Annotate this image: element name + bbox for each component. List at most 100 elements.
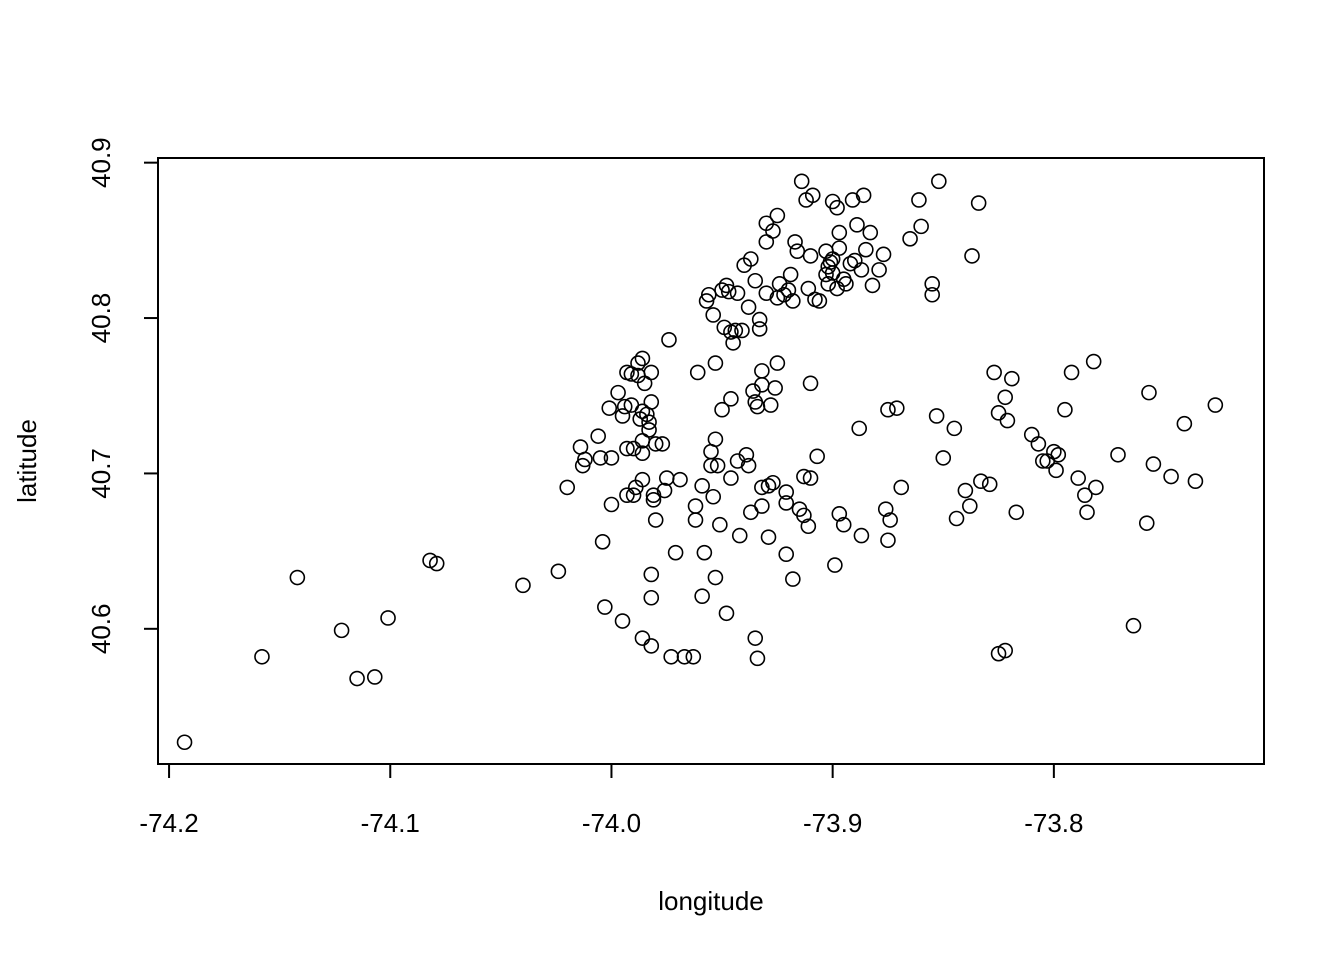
data-point <box>822 254 839 270</box>
data-point <box>428 555 445 572</box>
data-point <box>687 512 704 528</box>
data-point <box>654 436 671 452</box>
data-point <box>689 364 706 381</box>
data-point <box>705 307 722 323</box>
data-point <box>592 450 609 466</box>
data-point <box>685 648 702 665</box>
y-tick-label: 40.9 <box>86 137 116 188</box>
data-point <box>935 450 952 466</box>
data-point <box>1046 443 1062 460</box>
data-point <box>1125 617 1142 634</box>
data-point <box>997 642 1013 659</box>
data-point <box>802 375 819 392</box>
data-point <box>820 276 837 292</box>
x-tick-label: -74.1 <box>361 808 420 838</box>
data-point <box>1063 364 1080 381</box>
data-point <box>769 207 786 224</box>
x-tick-label: -73.8 <box>1024 808 1083 838</box>
data-point <box>634 630 651 646</box>
data-point <box>349 670 365 687</box>
data-point <box>672 471 688 488</box>
data-point <box>603 496 620 513</box>
data-point <box>1035 453 1051 469</box>
data-point <box>853 262 870 278</box>
data-point <box>743 251 759 267</box>
data-point <box>754 363 770 379</box>
data-point <box>924 276 941 292</box>
x-tick-label: -74.2 <box>139 808 198 838</box>
data-point <box>709 457 726 474</box>
data-point <box>619 440 635 457</box>
data-point <box>970 195 987 211</box>
data-point <box>964 248 980 264</box>
data-point <box>634 471 651 488</box>
data-point <box>769 355 786 371</box>
data-point <box>333 622 350 639</box>
data-point <box>643 364 660 381</box>
data-point <box>789 243 806 260</box>
data-point <box>289 569 306 586</box>
y-tick-label: 40.6 <box>86 604 116 655</box>
data-point <box>1145 456 1162 472</box>
data-point <box>778 484 795 500</box>
data-point <box>747 272 764 289</box>
data-point <box>749 650 766 667</box>
data-point <box>641 414 657 430</box>
data-point <box>913 218 929 235</box>
data-point <box>634 445 651 462</box>
data-point <box>778 495 795 511</box>
data-point <box>1050 446 1067 463</box>
data-point <box>811 293 828 309</box>
data-point <box>831 240 848 256</box>
data-point <box>725 335 741 351</box>
data-point <box>853 527 870 544</box>
data-point <box>999 412 1016 429</box>
data-point <box>694 478 710 494</box>
data-point <box>838 276 854 292</box>
data-point <box>751 311 768 328</box>
data-point <box>380 610 396 626</box>
data-point <box>727 322 744 339</box>
x-axis: -74.2 -74.1 -74.0 -73.9 -73.8 <box>139 763 1083 838</box>
data-point <box>762 397 779 413</box>
data-point <box>647 436 664 452</box>
data-point <box>796 468 812 485</box>
data-point <box>851 420 868 437</box>
data-point <box>1088 479 1104 496</box>
data-point <box>712 516 728 533</box>
data-point <box>962 498 978 514</box>
data-point <box>973 473 989 490</box>
data-point <box>718 277 735 294</box>
data-point <box>1138 515 1155 531</box>
data-point <box>780 282 797 298</box>
data-point <box>714 282 730 298</box>
data-point <box>829 280 845 297</box>
data-point <box>254 648 270 665</box>
data-point <box>366 669 383 685</box>
data-point <box>831 506 848 522</box>
data-point <box>880 532 896 549</box>
data-point <box>698 293 715 309</box>
data-point <box>1085 353 1102 370</box>
data-point <box>707 569 724 586</box>
data-point <box>603 450 620 466</box>
y-tick-label: 40.7 <box>86 448 116 499</box>
data-point <box>1048 462 1064 479</box>
data-point <box>687 498 704 514</box>
data-point <box>597 599 613 615</box>
data-point <box>747 630 764 646</box>
x-axis-title: longitude <box>658 886 764 916</box>
data-point <box>751 321 768 337</box>
data-point <box>723 470 739 486</box>
data-point <box>630 355 646 371</box>
data-point <box>787 234 803 250</box>
data-point <box>667 544 684 561</box>
data-point <box>700 286 717 303</box>
data-point <box>875 246 892 263</box>
data-point <box>760 478 777 494</box>
data-point <box>793 173 810 190</box>
data-point <box>749 398 766 415</box>
data-point <box>707 355 724 371</box>
data-point <box>694 588 710 604</box>
data-point <box>767 380 783 396</box>
